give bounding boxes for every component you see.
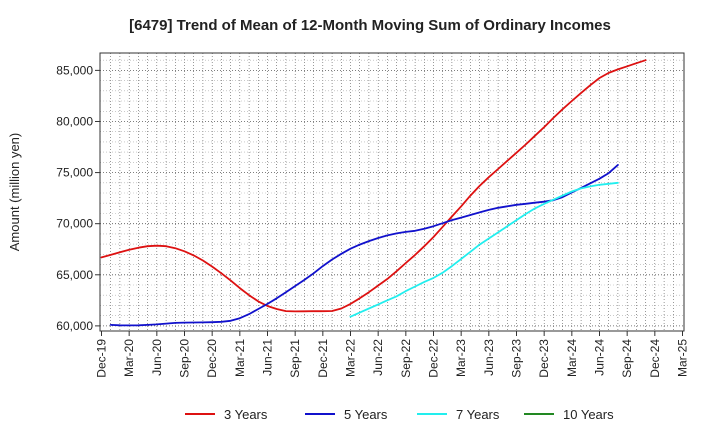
- x-tick-label: Mar-23: [454, 339, 468, 377]
- x-tick-label: Dec-21: [316, 339, 330, 378]
- x-tick-label: Mar-25: [676, 339, 690, 377]
- series-lines: [100, 59, 647, 327]
- x-tick-label: Jun-22: [371, 339, 385, 376]
- x-tick-label: Sep-22: [399, 339, 413, 378]
- x-tick-label: Dec-24: [648, 339, 662, 378]
- series-line-7-years: [349, 181, 619, 318]
- x-tick-label: Mar-21: [233, 339, 247, 377]
- chart-title: [6479] Trend of Mean of 12-Month Moving …: [129, 17, 611, 34]
- series-line-3-years: [100, 59, 647, 313]
- legend-label-3-years: 3 Years: [224, 407, 268, 422]
- x-tick-label: Mar-20: [122, 339, 136, 377]
- x-tick-label: Sep-20: [178, 339, 192, 378]
- x-tick-label: Jun-23: [482, 339, 496, 376]
- y-tick-label: 80,000: [56, 114, 93, 128]
- y-tick-label: 65,000: [56, 268, 93, 282]
- legend: 3 Years 5 Years 7 Years 10 Years: [185, 407, 614, 422]
- y-tick-label: 70,000: [56, 217, 93, 231]
- x-tick-label: Jun-21: [261, 339, 275, 376]
- y-axis-label: Amount (million yen): [7, 133, 22, 252]
- y-tick-label: 85,000: [56, 63, 93, 77]
- legend-label-5-years: 5 Years: [344, 407, 388, 422]
- x-tick-label: Sep-24: [620, 339, 634, 378]
- y-tick-label: 75,000: [56, 166, 93, 180]
- y-tick-label: 60,000: [56, 319, 93, 333]
- grid: [100, 53, 684, 331]
- x-tick-label: Mar-24: [565, 339, 579, 377]
- x-tick-label: Jun-20: [150, 339, 164, 376]
- x-tick-label: Mar-22: [344, 339, 358, 377]
- x-tick-label: Sep-21: [288, 339, 302, 378]
- x-axis-ticks: Dec-19 Mar-20 Jun-20 Sep-20 Dec-20 Mar-21 Jun-…: [95, 331, 690, 378]
- x-tick-label: Dec-22: [427, 339, 441, 378]
- x-tick-label: Dec-20: [205, 339, 219, 378]
- y-axis-ticks: 60,000 65,000 70,000 75,000 80,000 85,000: [56, 63, 100, 333]
- legend-label-10-years: 10 Years: [563, 407, 614, 422]
- plot-area-frame: [99, 52, 685, 332]
- x-tick-label: Dec-23: [537, 339, 551, 378]
- series-line-5-years: [109, 164, 619, 327]
- x-tick-label: Dec-19: [95, 339, 109, 378]
- x-tick-label: Jun-24: [593, 339, 607, 376]
- legend-label-7-years: 7 Years: [456, 407, 500, 422]
- x-tick-label: Sep-23: [510, 339, 524, 378]
